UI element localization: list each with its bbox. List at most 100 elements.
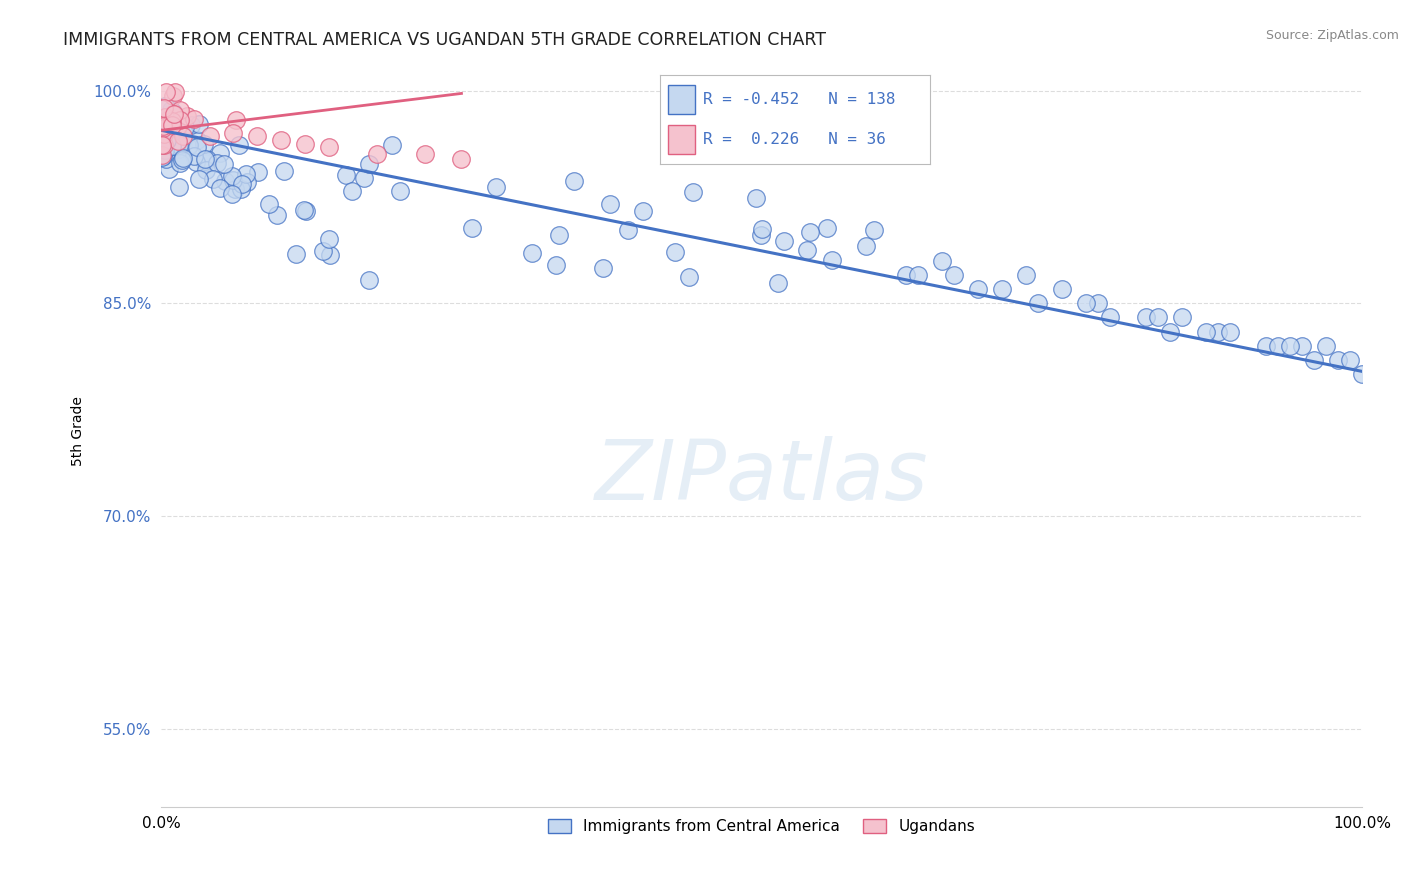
Point xyxy=(318,140,340,154)
Point xyxy=(749,227,772,242)
Text: IMMIGRANTS FROM CENTRAL AMERICA VS UGANDAN 5TH GRADE CORRELATION CHART: IMMIGRANTS FROM CENTRAL AMERICA VS UGAND… xyxy=(63,31,827,49)
Point xyxy=(209,146,232,161)
Point xyxy=(894,268,917,282)
Point xyxy=(259,196,281,211)
Point xyxy=(153,124,176,138)
Point xyxy=(931,253,953,268)
Point xyxy=(173,129,195,144)
Point xyxy=(183,112,205,127)
Point xyxy=(202,172,225,186)
Point xyxy=(907,268,929,282)
Point xyxy=(664,244,686,259)
Point xyxy=(678,270,700,285)
Point xyxy=(167,179,190,194)
Point xyxy=(152,119,174,133)
Point xyxy=(246,165,269,179)
Point xyxy=(160,114,183,128)
Point xyxy=(1087,296,1109,310)
Point xyxy=(166,110,188,124)
Point xyxy=(162,104,184,119)
Point xyxy=(186,133,208,147)
Point xyxy=(152,151,174,165)
Point xyxy=(1351,368,1374,382)
Point xyxy=(415,147,437,161)
Point xyxy=(157,118,180,132)
Point xyxy=(1195,325,1218,339)
Point xyxy=(194,156,217,170)
Point xyxy=(745,191,768,205)
Point xyxy=(166,139,188,153)
Point xyxy=(1098,310,1121,325)
Point xyxy=(153,99,176,113)
Point xyxy=(188,117,211,131)
Point xyxy=(1219,325,1241,339)
Point xyxy=(160,125,183,139)
Point xyxy=(167,120,190,134)
Point xyxy=(176,109,198,123)
Point xyxy=(155,115,177,129)
Point xyxy=(617,223,640,237)
Point xyxy=(167,138,190,153)
Point xyxy=(156,128,179,142)
Point xyxy=(821,252,844,267)
Point xyxy=(1278,339,1301,353)
Point xyxy=(174,120,197,134)
Point xyxy=(177,140,200,154)
Point xyxy=(1074,296,1097,310)
Point xyxy=(366,147,388,161)
Point xyxy=(152,120,174,135)
Point xyxy=(159,149,181,163)
Point xyxy=(1050,282,1073,296)
Point xyxy=(292,202,315,217)
Point xyxy=(863,223,886,237)
Point xyxy=(855,239,877,253)
Point xyxy=(169,112,191,127)
Point xyxy=(461,221,484,235)
Point xyxy=(359,273,381,287)
Point xyxy=(195,162,218,177)
Point xyxy=(235,167,257,181)
Point xyxy=(682,185,704,199)
Point xyxy=(153,127,176,141)
Point xyxy=(172,153,194,167)
Point xyxy=(450,152,472,166)
Point xyxy=(153,118,176,132)
Point xyxy=(1267,339,1289,353)
Point xyxy=(152,118,174,132)
Text: Source: ZipAtlas.com: Source: ZipAtlas.com xyxy=(1265,29,1399,42)
Point xyxy=(183,149,205,163)
Point xyxy=(318,232,340,246)
Point xyxy=(205,155,228,169)
Point xyxy=(155,152,177,166)
Point xyxy=(152,120,174,134)
Point xyxy=(165,138,187,153)
Point xyxy=(160,130,183,145)
Point xyxy=(1303,353,1326,368)
Point xyxy=(285,246,308,260)
Point xyxy=(766,276,789,290)
Point xyxy=(180,118,202,132)
Point xyxy=(342,185,364,199)
Point xyxy=(381,138,404,153)
Point xyxy=(169,103,191,117)
Point xyxy=(751,221,773,235)
Point xyxy=(153,101,176,115)
Point xyxy=(246,128,269,143)
Point xyxy=(193,136,215,151)
Point xyxy=(231,177,253,191)
Point xyxy=(153,143,176,157)
Point xyxy=(209,181,232,195)
Point xyxy=(150,138,173,153)
Point xyxy=(153,111,176,125)
Point xyxy=(592,260,614,275)
Point xyxy=(1026,296,1049,310)
Point xyxy=(153,138,176,153)
Point xyxy=(194,152,217,166)
Point xyxy=(187,172,209,186)
Point xyxy=(1291,339,1313,353)
Point xyxy=(1159,325,1181,339)
Legend: Immigrants from Central America, Ugandans: Immigrants from Central America, Ugandan… xyxy=(543,813,981,840)
Point xyxy=(155,129,177,144)
Point xyxy=(160,127,183,141)
Point xyxy=(153,112,176,126)
